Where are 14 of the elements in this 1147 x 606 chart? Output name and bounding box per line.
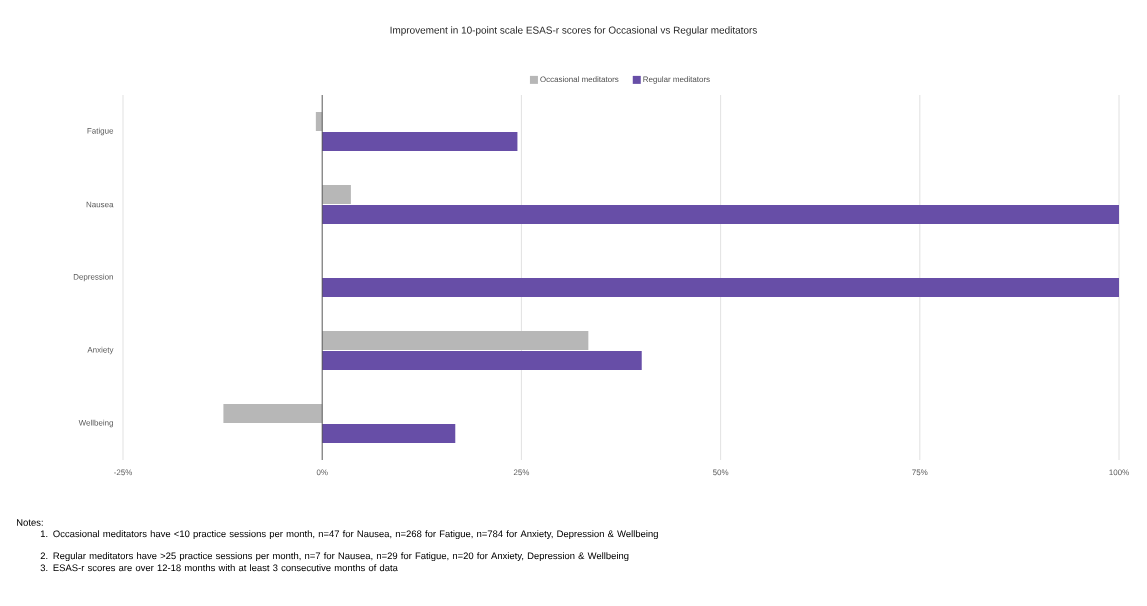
chart-title: Improvement in 10-point scale ESAS-r scores for Occasional vs Regular meditators <box>390 26 757 36</box>
bar <box>322 424 456 443</box>
text: 2. Regular meditators have >25 practice sessions per month, n=7 for Nausea, n=29 for Fatigue, n=20 for Anxiety, Depression & Wellbeing <box>40 552 629 562</box>
bar <box>322 331 589 350</box>
bar <box>322 185 351 205</box>
bar <box>322 351 642 370</box>
text: 1. Occasional meditators have <10 practice sessions per month, n=47 for Nausea, n=268 for Fatigue, n=784 for Anxiety, Depression & Wellbeing <box>40 530 658 540</box>
bar <box>322 205 1120 225</box>
bar <box>322 278 1120 298</box>
text: Notes: <box>16 519 43 526</box>
text: 3. ESAS-r scores are over 12-18 months with at least 3 consecutive months of data <box>40 564 398 572</box>
bar <box>322 132 518 152</box>
bar <box>223 404 323 423</box>
bar <box>315 112 323 132</box>
